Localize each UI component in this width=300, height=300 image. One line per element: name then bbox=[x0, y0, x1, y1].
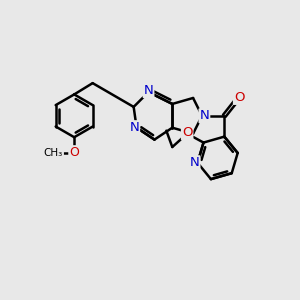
Text: N: N bbox=[144, 84, 153, 97]
Text: N: N bbox=[200, 109, 209, 122]
Text: CH₃: CH₃ bbox=[44, 148, 63, 158]
Text: N: N bbox=[129, 121, 139, 134]
Text: N: N bbox=[190, 156, 200, 169]
Text: CH₃: CH₃ bbox=[44, 148, 63, 158]
Text: O: O bbox=[69, 146, 79, 159]
Text: O: O bbox=[182, 126, 192, 139]
Text: O: O bbox=[234, 91, 244, 104]
